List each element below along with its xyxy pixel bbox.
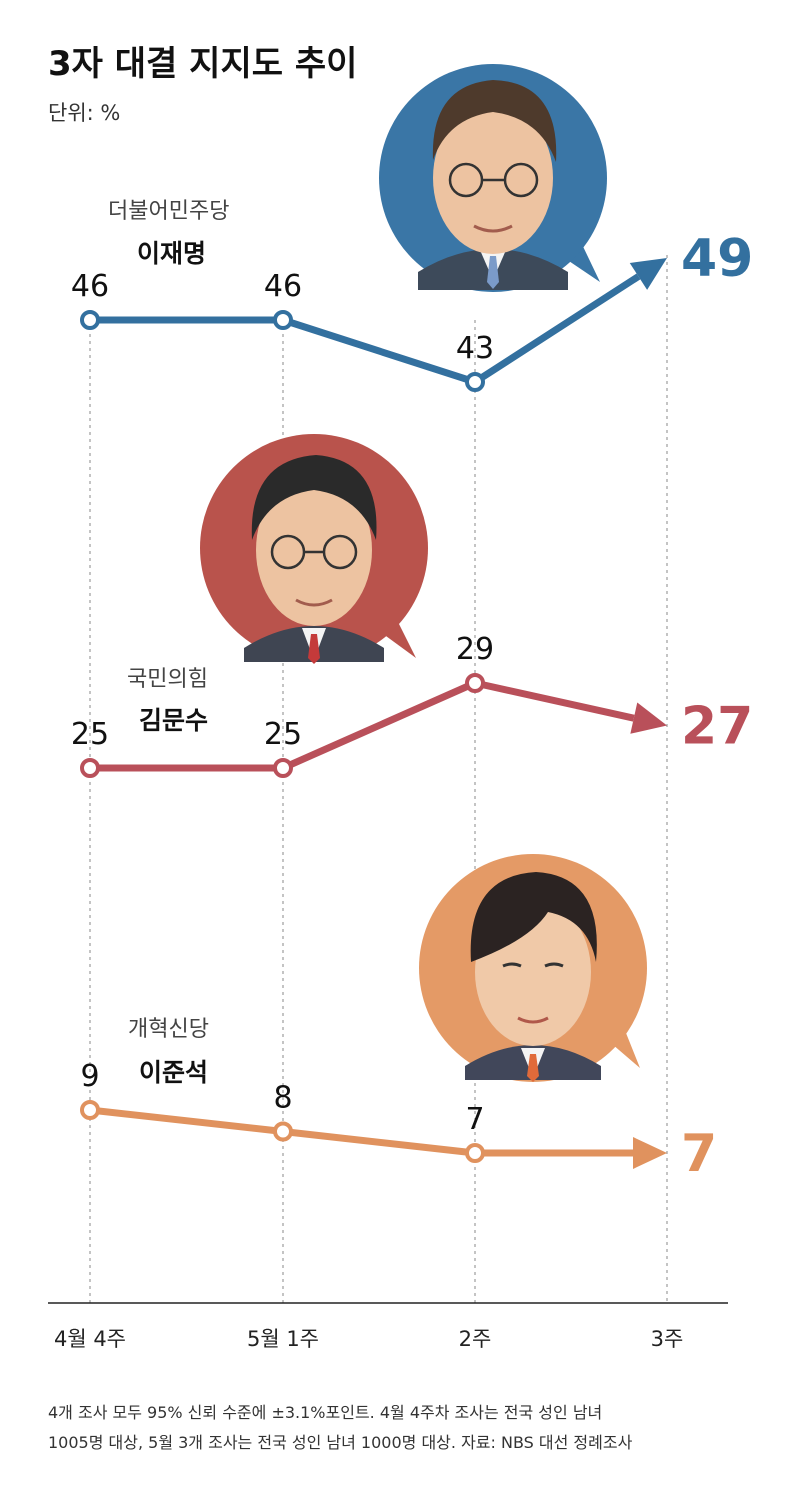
data-label: 9 (80, 1059, 99, 1094)
party-label: 더불어민주당 (108, 199, 229, 224)
unit-label: 단위: % (48, 101, 120, 125)
data-label: 25 (264, 717, 302, 752)
series-line (89, 1106, 633, 1157)
data-label: 7 (465, 1102, 484, 1137)
series-marks: 46 46 43 49 25 25 29 27 9 8 7 7 (71, 229, 753, 1184)
final-value-label: 27 (681, 697, 753, 757)
party-label: 국민의힘 (127, 667, 208, 692)
final-value-label: 49 (681, 229, 753, 289)
series-line (90, 273, 641, 386)
series-line (90, 679, 635, 772)
portrait-lee-junseok (419, 854, 647, 1082)
series-arrowhead (630, 702, 667, 734)
final-value-label: 7 (681, 1124, 717, 1184)
candidate-label: 이준석 (139, 1058, 208, 1087)
data-label: 46 (71, 269, 109, 304)
x-tick-label: 4월 4주 (54, 1327, 126, 1351)
x-tick-label: 2주 (459, 1327, 492, 1351)
candidate-label: 이재명 (137, 239, 206, 268)
candidate-label: 김문수 (139, 706, 208, 735)
x-tick-label: 5월 1주 (247, 1327, 319, 1351)
data-label: 29 (456, 632, 494, 667)
data-label: 43 (456, 331, 494, 366)
portrait-kim-moonsoo (200, 434, 428, 664)
data-point (273, 1121, 293, 1142)
portrait-lee-jaemyung (379, 64, 607, 292)
series-arrowhead (633, 1137, 667, 1169)
data-point (80, 310, 100, 330)
data-point (465, 372, 485, 392)
data-point (465, 1143, 485, 1163)
data-point (273, 758, 293, 778)
data-label: 8 (273, 1081, 292, 1116)
data-point (80, 1100, 100, 1120)
data-point (273, 310, 293, 330)
footnote-line: 4개 조사 모두 95% 신뢰 수준에 ±3.1%포인트. 4월 4주차 조사는… (48, 1403, 602, 1422)
data-label: 46 (264, 269, 302, 304)
chart-title: 3자 대결 지지도 추이 (48, 44, 357, 84)
footnote-line: 1005명 대상, 5월 3개 조사는 전국 성인 남녀 1000명 대상. 자… (48, 1433, 633, 1452)
data-point (465, 673, 485, 693)
data-point (80, 758, 100, 778)
x-tick-label: 3주 (651, 1327, 684, 1351)
party-label: 개혁신당 (128, 1017, 209, 1042)
data-label: 25 (71, 717, 109, 752)
series-arrowhead (629, 258, 667, 290)
